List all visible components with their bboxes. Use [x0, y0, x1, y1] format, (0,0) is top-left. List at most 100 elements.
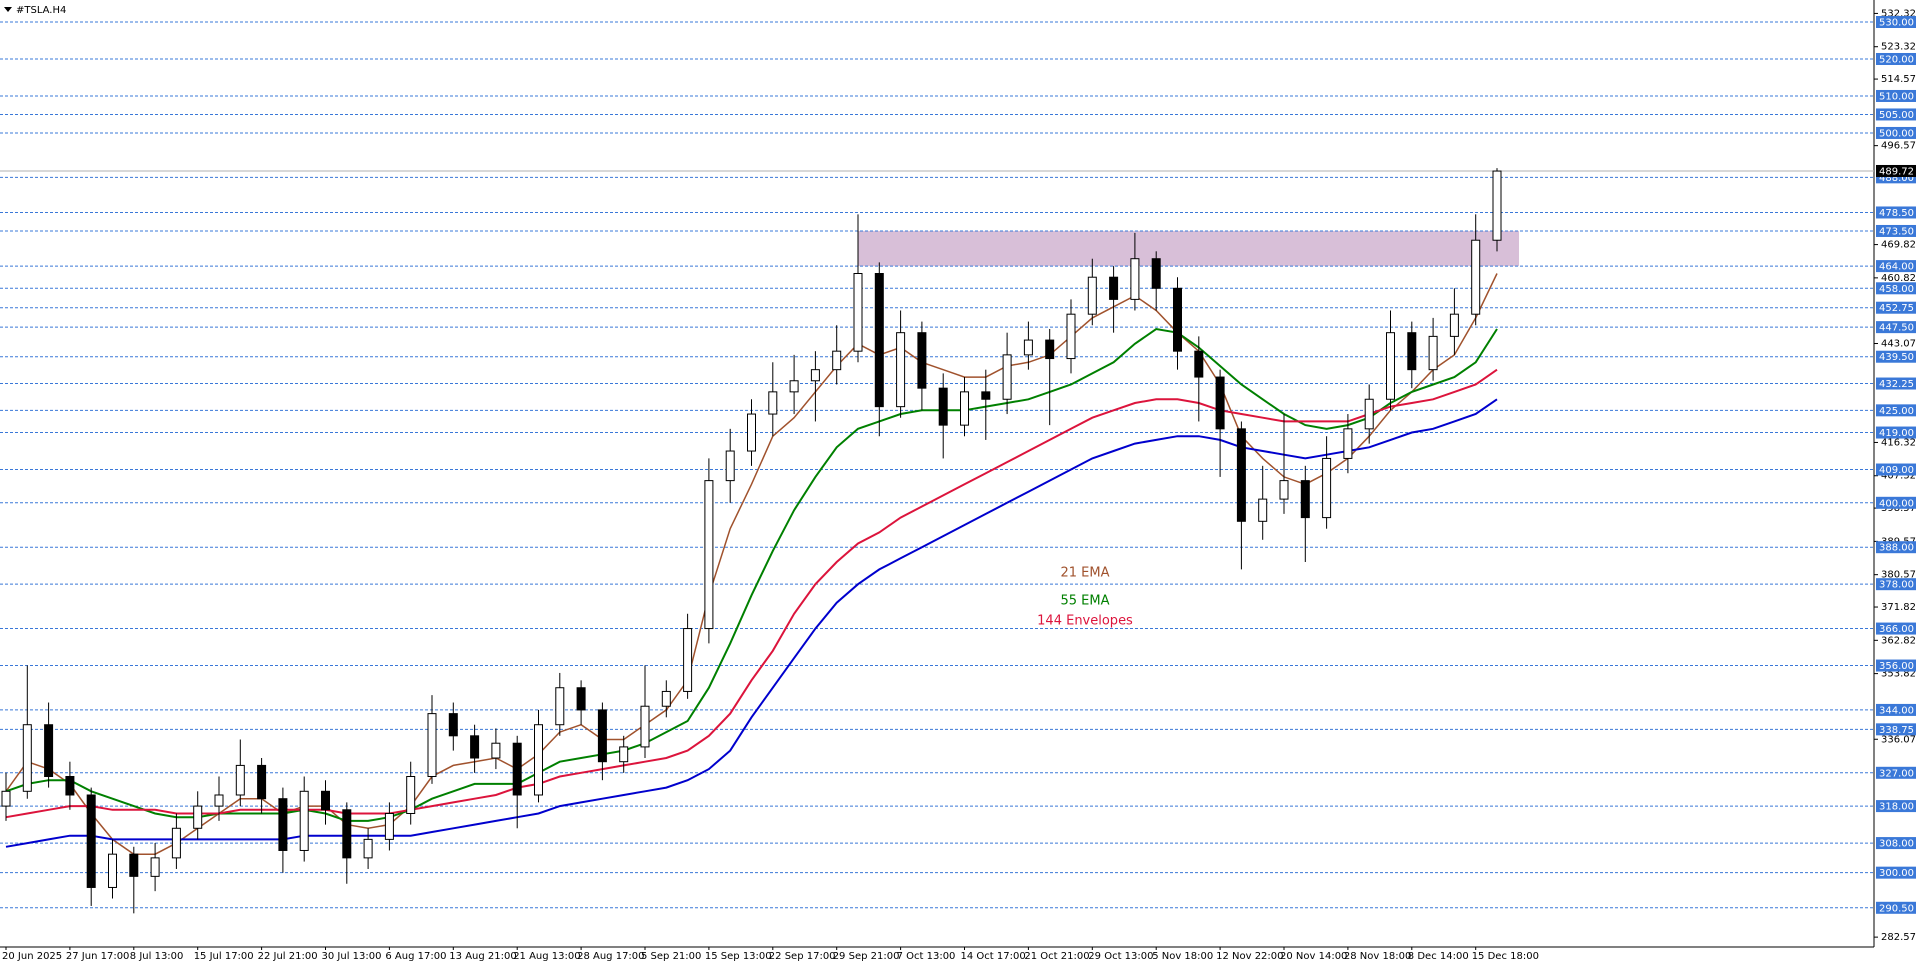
x-tick-label: 15 Sep 13:00 [705, 951, 772, 962]
x-tick-label: 8 Dec 14:00 [1408, 951, 1469, 962]
level-label-box [1876, 350, 1916, 363]
candle-body [1109, 276, 1119, 300]
level-label: 530.00 [1879, 18, 1914, 29]
candle-body [65, 775, 75, 796]
level-label-box [1876, 426, 1916, 439]
candle-body [363, 838, 373, 859]
y-tick-label: 407.32 [1881, 471, 1916, 482]
level-label: 388.00 [1879, 543, 1914, 554]
level-label-box [1876, 52, 1916, 65]
level-label-box [1876, 16, 1916, 29]
candle-body [1322, 457, 1332, 519]
candle-body [1492, 170, 1502, 241]
candle-body [534, 724, 543, 796]
candle-body [257, 764, 267, 800]
candle-body [832, 350, 842, 371]
candle-body [896, 332, 906, 408]
candle-body [597, 709, 607, 763]
x-tick-label: 13 Aug 21:00 [449, 951, 516, 962]
candle-body [853, 273, 863, 352]
x-tick-label: 8 Jul 13:00 [130, 951, 184, 962]
level-label-box [1876, 837, 1916, 850]
level-label: 327.00 [1879, 768, 1914, 779]
level-label-box [1876, 901, 1916, 914]
candle-body [576, 687, 586, 711]
x-tick-label: 12 Nov 22:00 [1216, 951, 1283, 962]
y-tick-label: 336.07 [1881, 734, 1916, 745]
level-label-box [1876, 496, 1916, 509]
candle-body [1364, 398, 1374, 430]
candle-body [661, 690, 671, 707]
level-label: 308.00 [1879, 839, 1914, 850]
candle-body [768, 391, 778, 415]
level-label: 419.00 [1879, 428, 1914, 439]
candle-body [129, 853, 139, 877]
candle-body [1066, 313, 1076, 360]
y-tick-label: 362.82 [1881, 635, 1916, 646]
candle-body [512, 742, 522, 796]
candle-body [1471, 239, 1481, 315]
level-label-box [1876, 578, 1916, 591]
x-tick-label: 6 Aug 17:00 [385, 951, 446, 962]
x-tick-label: 22 Jul 21:00 [258, 951, 318, 962]
x-tick-label: 15 Dec 18:00 [1472, 951, 1539, 962]
level-label-box [1876, 866, 1916, 879]
level-label: 432.25 [1879, 379, 1914, 390]
x-tick-label: 15 Jul 17:00 [194, 951, 254, 962]
candle-body [1300, 480, 1310, 519]
y-tick-label: 371.82 [1881, 602, 1916, 613]
y-tick-label: 460.82 [1881, 273, 1916, 284]
level-label-box [1876, 703, 1916, 716]
candle-body [448, 713, 458, 737]
candle-body [725, 450, 735, 482]
candle-body [1215, 376, 1225, 430]
level-label: 458.00 [1879, 284, 1914, 295]
y-tick-label: 443.07 [1881, 339, 1916, 350]
candle-body [1002, 354, 1012, 400]
x-tick-label: 22 Sep 17:00 [769, 951, 836, 962]
candle-body [1386, 332, 1395, 400]
candle-body [214, 794, 224, 807]
level-label: 439.50 [1879, 352, 1914, 363]
y-tick-label: 353.82 [1881, 669, 1916, 680]
level-label-box [1876, 89, 1916, 102]
last-price-label: 489.72 [1879, 166, 1914, 177]
candle-body [1151, 258, 1161, 289]
level-label: 344.00 [1879, 705, 1914, 716]
chart-title: #TSLA.H4 [16, 5, 66, 16]
y-tick-label: 469.82 [1881, 240, 1916, 251]
candle-body [1279, 480, 1289, 500]
candle-body [491, 742, 501, 759]
level-label-box [1876, 463, 1916, 476]
y-tick-label: 416.32 [1881, 437, 1916, 448]
x-tick-label: 5 Nov 18:00 [1152, 951, 1213, 962]
x-tick-label: 20 Nov 14:00 [1280, 951, 1347, 962]
candle-body [299, 790, 309, 851]
supply-zone [858, 230, 1519, 267]
x-tick-label: 28 Aug 17:00 [577, 951, 644, 962]
candle-body [704, 480, 714, 630]
level-label: 478.50 [1879, 208, 1914, 219]
y-tick-label: 380.57 [1881, 570, 1916, 581]
level-label: 318.00 [1879, 802, 1914, 813]
candle-body [555, 687, 565, 726]
level-label-box [1876, 206, 1916, 219]
x-tick-label: 27 Jun 17:00 [66, 951, 130, 962]
x-tick-label: 28 Nov 18:00 [1344, 951, 1411, 962]
candle-body [960, 391, 969, 426]
level-label: 464.00 [1879, 262, 1914, 273]
level-label-box [1876, 800, 1916, 813]
level-label-box [1876, 723, 1916, 736]
level-label: 447.50 [1879, 323, 1914, 334]
y-tick-label: 496.57 [1881, 141, 1916, 152]
candle-body [1258, 498, 1268, 522]
x-tick-label: 7 Oct 13:00 [897, 951, 956, 962]
level-label: 425.00 [1879, 406, 1914, 417]
level-label: 452.75 [1879, 303, 1914, 314]
level-label-box [1876, 659, 1916, 672]
level-label-box [1876, 126, 1916, 139]
level-label: 290.50 [1879, 903, 1914, 914]
legend-label: 55 EMA [1061, 594, 1110, 609]
level-label: 488.00 [1879, 173, 1914, 184]
candle-body [1428, 335, 1438, 371]
